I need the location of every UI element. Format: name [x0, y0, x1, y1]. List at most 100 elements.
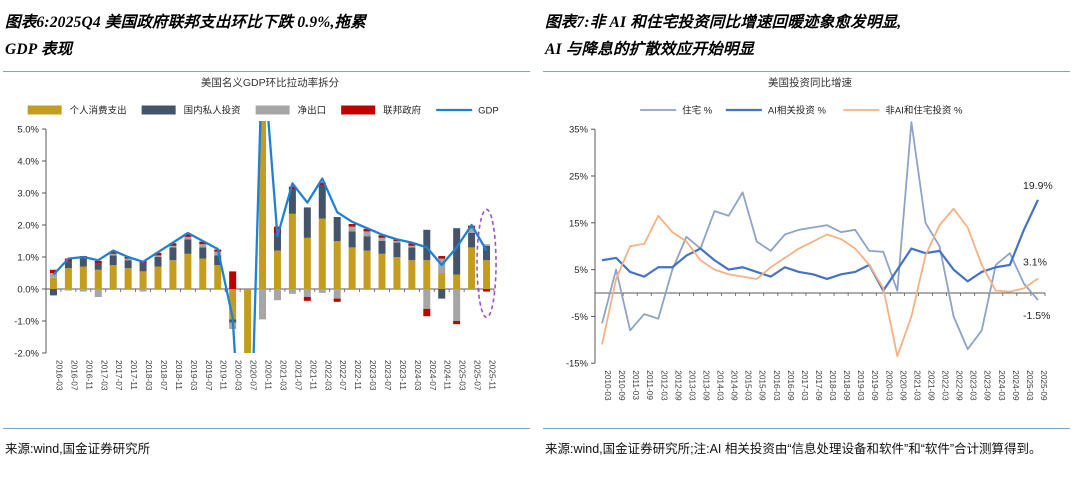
bar-segment	[363, 228, 371, 232]
x-tick-label: 2012-03	[659, 370, 669, 401]
highlight-ellipse	[476, 208, 497, 319]
bar-segment	[318, 218, 326, 289]
bar-segment	[288, 213, 296, 289]
bar-segment	[423, 308, 431, 317]
bar-segment	[348, 226, 356, 232]
bar-segment	[408, 247, 416, 261]
bar-segment	[273, 233, 281, 251]
bar-segment	[348, 247, 356, 289]
y-tick-label: 2.0%	[17, 221, 39, 232]
axes	[42, 128, 495, 354]
figure6-title-line2: GDP 表现	[5, 41, 73, 58]
bar-segment	[438, 273, 446, 289]
x-tick-label: 2022-03	[323, 360, 333, 391]
bar-segment	[303, 207, 311, 238]
x-tick-label: 2016-09	[786, 370, 796, 401]
bar-segment	[423, 260, 431, 289]
end-value-label: 3.1%	[1023, 256, 1047, 268]
bar-segment	[184, 233, 192, 237]
x-tick-label: 2023-03	[969, 370, 979, 401]
bar-segment	[214, 265, 222, 289]
x-tick-label: 2024-11	[443, 360, 453, 390]
gdp-line	[52, 121, 488, 353]
bar-segment	[169, 247, 177, 261]
bar-segment	[303, 289, 311, 297]
x-tick-label: 2025-09	[1039, 370, 1049, 401]
end-value-label: 19.9%	[1023, 180, 1053, 192]
legend-swatch	[255, 105, 290, 115]
bar-segment	[124, 268, 132, 289]
bar-segment	[438, 289, 446, 299]
x-tick-label: 2010-03	[603, 370, 613, 401]
y-tick-label: -2.0%	[14, 349, 39, 360]
x-tick-label: 2021-11	[308, 360, 318, 390]
x-tick-label: 2019-03	[856, 370, 866, 401]
bar-segment	[199, 258, 207, 289]
x-tick-label: 2017-09	[814, 370, 824, 401]
bar-segment	[303, 237, 311, 289]
x-tick-label: 2020-03	[884, 370, 894, 401]
bar-segment	[64, 261, 72, 269]
bar-segment	[348, 231, 356, 248]
bar-segment	[288, 289, 296, 294]
bar-segment	[49, 277, 57, 289]
x-tick-label: 2023-09	[983, 370, 993, 401]
figure6-panel: 图表6:2025Q4 美国政府联邦支出环比下跌 0.9%,拖累 GDP 表现 美…	[3, 14, 530, 456]
x-tick-label: 2013-03	[687, 370, 697, 401]
legend-swatch	[141, 105, 176, 115]
x-tick-label: 2016-07	[69, 360, 79, 391]
x-tick-label: 2018-07	[159, 360, 169, 391]
x-tick-label: 2022-09	[955, 370, 965, 401]
bar-segment	[378, 241, 386, 254]
x-tick-label: 2025-11	[488, 360, 498, 390]
bar-segment	[79, 266, 87, 289]
x-tick-label: 2012-09	[673, 370, 683, 401]
y-tick-label: 35%	[569, 125, 589, 136]
bar-segment	[483, 244, 491, 246]
figure7-source: 来源:wind,国金证券研究所;注:AI 相关投资由“信息处理设备和软件”和“软…	[545, 442, 1042, 456]
x-tick-label: 2025-07	[473, 360, 483, 391]
figure7-title-line2: AI 与降息的扩散效应开始明显	[545, 41, 755, 58]
bar-segment	[184, 239, 192, 254]
bar-segment	[139, 263, 147, 272]
bar-segment	[169, 243, 177, 246]
legend-label: 国内私人投资	[184, 105, 242, 117]
x-tick-label: 2020-03	[234, 360, 244, 391]
figure7-bottom-rule	[543, 428, 1070, 429]
bar-segment	[49, 289, 57, 296]
stacked-bars	[49, 121, 491, 353]
x-tick-label: 2021-09	[926, 370, 936, 401]
bar-segment	[259, 289, 267, 320]
x-tick-label: 2017-03	[99, 360, 109, 391]
bar-segment	[49, 269, 57, 273]
y-tick-label: 3.0%	[17, 189, 39, 200]
bar-segment	[124, 260, 132, 269]
legend-label: 个人消费支出	[70, 105, 127, 117]
bar-segment	[468, 247, 476, 289]
figure6-source: 来源:wind,国金证券研究所	[5, 442, 151, 456]
bar-segment	[199, 241, 207, 245]
legend-label: AI相关投资 %	[768, 105, 827, 117]
bar-segment	[453, 289, 461, 321]
bar-segment	[393, 257, 401, 289]
x-tick-label: 2011-03	[631, 370, 641, 400]
y-tick-label: -1.0%	[14, 317, 39, 328]
bar-segment	[423, 289, 431, 309]
bar-segment	[483, 245, 491, 261]
bar-segment	[154, 255, 162, 257]
bar-segment	[109, 251, 117, 254]
chart-title: 美国投资同比增速	[768, 76, 852, 89]
bar-segment	[49, 273, 57, 278]
bar-segment	[378, 237, 386, 241]
x-tick-label: 2011-09	[645, 370, 655, 400]
x-tick-label: 2024-03	[997, 370, 1007, 401]
x-tick-label: 2017-07	[114, 360, 124, 391]
bar-segment	[79, 289, 87, 292]
x-tick-label: 2015-09	[758, 370, 768, 401]
x-tick-label: 2023-11	[398, 360, 408, 390]
bar-segment	[333, 217, 341, 241]
bar-segment	[453, 228, 461, 275]
bar-segment	[393, 242, 401, 257]
legend-label: 净出口	[298, 105, 327, 117]
